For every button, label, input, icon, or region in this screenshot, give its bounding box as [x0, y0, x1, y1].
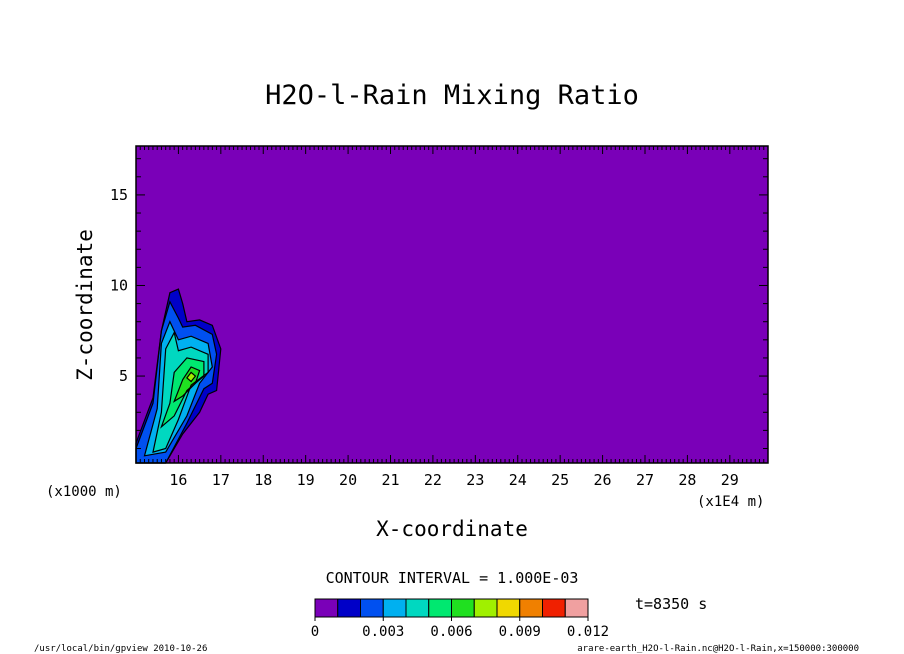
colorbar-tick-label: 0.012 — [567, 624, 609, 640]
x-unit-left: (x1000 m) — [46, 484, 122, 500]
contour-line-5 — [160, 357, 205, 429]
x-tick-label: 23 — [466, 471, 484, 489]
colorbar-swatch — [496, 598, 521, 618]
footer-left: /usr/local/bin/gpview 2010-10-26 — [34, 644, 207, 654]
contour-interval-text: CONTOUR INTERVAL = 1.000E-03 — [326, 569, 579, 587]
x-tick-label: 22 — [424, 471, 442, 489]
x-tick-label: 20 — [339, 471, 357, 489]
x-tick-label: 17 — [212, 471, 230, 489]
colorbar: 0 0.003 0.006 0.009 0.012 — [311, 598, 609, 640]
x-tick-label: 24 — [509, 471, 527, 489]
colorbar-swatch — [451, 598, 475, 618]
contour-line-7 — [186, 371, 197, 383]
plot-area: 16 17 18 19 20 21 22 23 24 25 26 27 28 29 5 10 15 — [110, 145, 769, 489]
contour-lines — [135, 288, 222, 464]
chart-title: H2O-l-Rain Mixing Ratio — [265, 80, 639, 111]
x-tick-label: 28 — [678, 471, 696, 489]
colorbar-swatch — [519, 598, 543, 618]
colorbar-swatch — [382, 598, 407, 618]
x-tick-label: 21 — [381, 471, 399, 489]
colorbar-tick-label: 0.009 — [499, 624, 541, 640]
y-tick-label: 5 — [119, 367, 128, 385]
y-axis-label: Z-coordinate — [73, 229, 97, 381]
x-axis-label: X-coordinate — [376, 517, 528, 541]
colorbar-swatch — [314, 598, 339, 618]
x-axis-ticks: 16 17 18 19 20 21 22 23 24 25 26 27 28 29 — [139, 146, 769, 489]
footer-right: arare-earth_H2O-l-Rain.nc@H2O-l-Rain,x=1… — [577, 644, 859, 654]
x-tick-label: 18 — [254, 471, 272, 489]
x-tick-label: 26 — [594, 471, 612, 489]
x-tick-label: 29 — [721, 471, 739, 489]
y-tick-label: 15 — [110, 186, 128, 204]
colorbar-swatch — [405, 598, 430, 618]
y-tick-label: 10 — [110, 276, 128, 294]
colorbar-tick-label: 0.006 — [430, 624, 472, 640]
colorbar-swatch — [473, 598, 498, 618]
colorbar-swatch — [564, 598, 589, 618]
contour-line-3 — [143, 320, 213, 457]
contour-line-4 — [152, 330, 209, 453]
colorbar-tick-label: 0 — [311, 624, 319, 640]
x-tick-label: 19 — [297, 471, 315, 489]
contour-line-6 — [172, 366, 201, 403]
colorbar-swatch — [428, 598, 452, 618]
field-background — [136, 146, 768, 463]
colorbar-tick-label: 0.003 — [362, 624, 404, 640]
x-unit-right: (x1E4 m) — [697, 494, 764, 510]
x-tick-label: 16 — [169, 471, 187, 489]
y-axis-ticks: 5 10 15 — [110, 158, 768, 450]
plot-frame — [135, 145, 769, 464]
contour-line-2 — [135, 300, 218, 464]
colorbar-swatch — [337, 598, 361, 618]
time-label: t=8350 s — [635, 595, 707, 613]
x-tick-label: 27 — [636, 471, 654, 489]
colorbar-swatch — [542, 598, 566, 618]
colorbar-swatch — [360, 598, 384, 618]
x-tick-label: 25 — [551, 471, 569, 489]
